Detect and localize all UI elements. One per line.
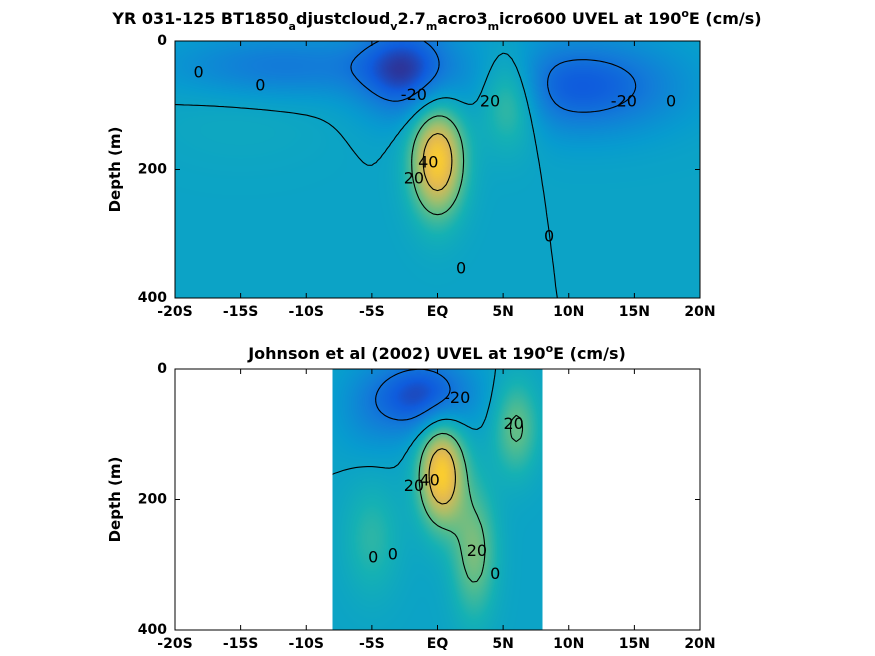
title-part: m	[488, 20, 499, 33]
x-tick-label: -20S	[157, 636, 192, 652]
contour-label: 0	[194, 63, 204, 82]
chart-title: Johnson et al (2002) UVEL at 190oE (cm/s…	[247, 342, 626, 363]
title-part: v	[390, 20, 398, 33]
contour-label: 0	[666, 92, 676, 111]
contour-label: 20	[404, 476, 424, 495]
title-part: icro600 UVEL at 190	[499, 9, 681, 28]
y-tick-label: 0	[157, 33, 167, 49]
contour-level-40	[428, 448, 456, 505]
x-tick-label: 15N	[619, 304, 650, 320]
chart-title: YR 031-125 BT1850adjustcloudv2.7macro3mi…	[111, 7, 761, 33]
contour-label: 0	[388, 544, 398, 563]
contour-level-40	[422, 132, 453, 192]
x-tick-label: 5N	[492, 304, 513, 320]
contour-label: -20	[401, 85, 427, 104]
title-part: E (cm/s)	[553, 344, 626, 363]
contour-label: 20	[404, 169, 424, 188]
x-tick-label: 5N	[492, 636, 513, 652]
x-tick-label: -5S	[359, 636, 385, 652]
title-part: o	[546, 342, 554, 355]
contour-level-0	[332, 369, 497, 475]
y-tick-label: 200	[138, 492, 167, 508]
contour-lines	[175, 41, 637, 298]
x-tick-label: EQ	[427, 304, 449, 320]
contour-label: 0	[255, 75, 265, 94]
x-tick-label: 20N	[684, 636, 715, 652]
x-tick-label: -20S	[157, 304, 192, 320]
x-tick-label: 10N	[553, 636, 584, 652]
contour-label: 40	[418, 153, 438, 172]
contour-lines	[332, 369, 524, 583]
x-tick-label: EQ	[427, 636, 449, 652]
title-part: m	[426, 20, 437, 33]
y-tick-label: 200	[138, 162, 167, 178]
x-tick-label: -10S	[289, 636, 324, 652]
y-axis-label: Depth (m)	[106, 127, 124, 213]
title-part: 2.7	[397, 9, 425, 28]
title-part: acro3	[437, 9, 487, 28]
title-part: djustcloud	[296, 9, 390, 28]
contour-label: 0	[490, 564, 500, 583]
contour-label: 20	[480, 92, 500, 111]
x-tick-label: 20N	[684, 304, 715, 320]
x-tick-label: -5S	[359, 304, 385, 320]
contour-label: -20	[611, 92, 637, 111]
y-tick-label: 0	[157, 361, 167, 377]
x-tick-label: 10N	[553, 304, 584, 320]
title-part: o	[681, 7, 689, 20]
x-tick-label: -10S	[289, 304, 324, 320]
x-tick-label: 15N	[619, 636, 650, 652]
title-part: E (cm/s)	[689, 9, 762, 28]
x-tick-label: -15S	[223, 304, 258, 320]
contour-level-neg20	[350, 41, 637, 113]
contour-level-20	[418, 414, 524, 583]
y-axis-label: Depth (m)	[106, 457, 124, 543]
y-tick-label: 400	[138, 622, 167, 638]
contour-label: 0	[368, 548, 378, 567]
x-tick-label: -15S	[223, 636, 258, 652]
contour-label: 0	[544, 226, 554, 245]
contour-level-0	[175, 52, 558, 298]
title-part: YR 031-125 BT1850	[111, 9, 288, 28]
contour-label: -20	[444, 388, 470, 407]
contour-label: 20	[467, 541, 487, 560]
uvel-colormap-field	[332, 369, 543, 630]
title-part: Johnson et al (2002) UVEL at 190	[247, 344, 545, 363]
contour-level-neg20	[375, 369, 451, 421]
uvel-colormap-field	[175, 41, 700, 298]
y-tick-label: 400	[138, 290, 167, 306]
contour-label: 40	[419, 471, 439, 490]
contour-label: 20	[503, 414, 523, 433]
contour-level-20	[411, 115, 465, 216]
contour-label: 0	[456, 259, 466, 278]
title-part: a	[289, 20, 296, 33]
